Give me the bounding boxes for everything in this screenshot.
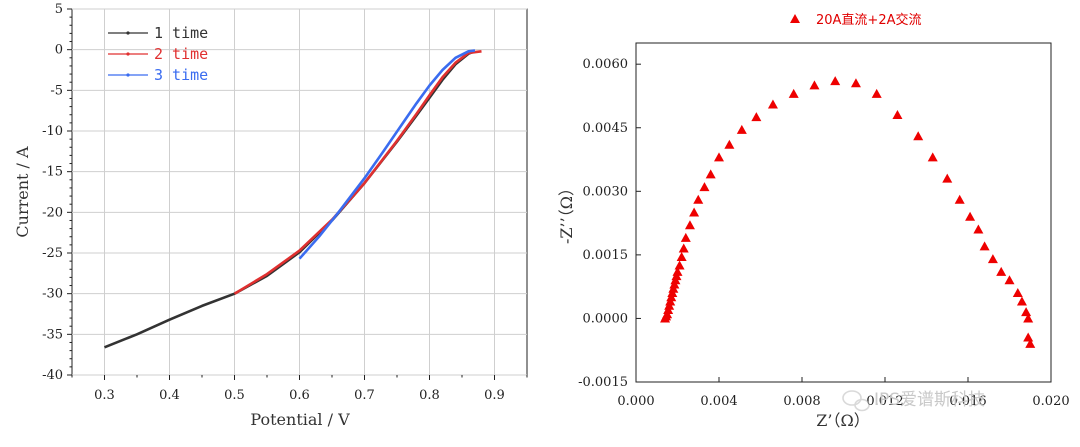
impedance-point xyxy=(736,124,747,134)
right-x-tick-label: 0.000 xyxy=(617,394,654,409)
right-y-tick-label: 0.0030 xyxy=(583,184,629,199)
impedance-point xyxy=(678,243,689,253)
right-y-tick-label: 0.0045 xyxy=(583,121,629,136)
impedance-point xyxy=(973,224,984,234)
left-y-tick-label: -35 xyxy=(42,327,63,342)
impedance-point xyxy=(1023,332,1034,342)
impedance-point xyxy=(705,169,716,179)
impedance-point xyxy=(942,173,953,183)
left-x-tick-label: 0.4 xyxy=(159,388,180,403)
impedance-point xyxy=(850,78,861,88)
left-axes: 0.3 0.4 0.5 0.6 0.7 0.8 0.9 5 0 -5 -10 -15 -20 -25 -30… xyxy=(42,2,528,403)
right-y-tick-label: 0.0000 xyxy=(583,311,629,326)
current-potential-chart: 0.3 0.4 0.5 0.6 0.7 0.8 0.9 5 0 -5 -10 -15 -20 -25 -30… xyxy=(13,2,528,429)
impedance-point xyxy=(871,88,882,98)
impedance-chart: 0.000 0.004 0.008 0.012 0.016 0.020 0.0060 0.00… xyxy=(557,12,1070,430)
left-legend-marker-3 xyxy=(126,73,130,77)
right-y-tick-label: -0.0015 xyxy=(578,375,628,390)
right-x-tick-label: 0.012 xyxy=(866,394,903,409)
left-y-tick-label: -10 xyxy=(42,124,63,139)
impedance-point xyxy=(1025,338,1036,348)
left-y-tick-label: -20 xyxy=(42,205,63,220)
impedance-point xyxy=(693,194,704,204)
impedance-point xyxy=(767,99,778,109)
watermark: IPS爱谱斯科技 xyxy=(842,390,985,412)
left-x-tick-label: 0.3 xyxy=(94,388,115,403)
right-y-axis-label: -Z’’（Ω） xyxy=(557,180,576,244)
impedance-point xyxy=(927,152,938,162)
impedance-point xyxy=(954,194,965,204)
left-x-tick-label: 0.5 xyxy=(224,388,245,403)
impedance-point xyxy=(1012,288,1023,298)
left-x-tick-label: 0.7 xyxy=(354,388,375,403)
impedance-point xyxy=(724,139,735,149)
left-legend: 1 time 2 time 3 time xyxy=(108,24,208,84)
wechat-logo-icon xyxy=(842,390,870,412)
right-y-tick-label: 0.0060 xyxy=(583,57,629,72)
impedance-point xyxy=(689,207,700,217)
left-y-tick-label: 0 xyxy=(55,43,63,58)
left-y-tick-label: -30 xyxy=(42,287,63,302)
left-legend-label-2: 2 time xyxy=(154,45,208,63)
impedance-point xyxy=(676,251,687,261)
left-x-axis-label: Potential / V xyxy=(250,410,350,429)
right-legend-marker xyxy=(790,14,800,23)
impedance-point xyxy=(1023,313,1034,323)
impedance-point xyxy=(699,182,710,192)
left-y-tick-label: -15 xyxy=(42,165,63,180)
right-x-tick-label: 0.020 xyxy=(1032,394,1069,409)
impedance-point xyxy=(1004,275,1015,285)
left-grid xyxy=(72,8,527,376)
left-x-tick-label: 0.8 xyxy=(419,388,440,403)
impedance-point xyxy=(996,266,1007,276)
impedance-point xyxy=(809,80,820,90)
left-series-line-2 xyxy=(233,50,482,295)
right-legend: 20A直流+2A交流 xyxy=(790,12,922,28)
left-legend-label-3: 3 time xyxy=(154,66,208,84)
impedance-point xyxy=(788,88,799,98)
impedance-point xyxy=(913,131,924,141)
right-series xyxy=(660,76,1036,348)
left-y-tick-label: 5 xyxy=(55,2,63,17)
left-series-line-1 xyxy=(104,50,476,349)
impedance-point xyxy=(987,254,998,264)
impedance-point xyxy=(684,220,695,230)
impedance-point xyxy=(714,152,724,162)
left-x-tick-label: 0.9 xyxy=(484,388,505,403)
right-x-tick-label: 0.004 xyxy=(700,394,737,409)
left-y-tick-label: -25 xyxy=(42,246,63,261)
impedance-point xyxy=(1016,296,1027,306)
right-plot-frame xyxy=(635,42,1052,383)
impedance-point xyxy=(1021,307,1032,317)
left-y-tick-label: -5 xyxy=(50,83,63,98)
right-x-axis-label: Z’（Ω） xyxy=(816,411,869,430)
left-legend-marker-2 xyxy=(126,52,130,56)
left-series-line-3 xyxy=(298,49,476,260)
left-y-tick-label: -40 xyxy=(42,368,63,383)
watermark-text: IPS爱谱斯科技 xyxy=(874,390,985,410)
right-legend-label: 20A直流+2A交流 xyxy=(816,12,922,28)
left-x-tick-label: 0.6 xyxy=(289,388,310,403)
left-y-axis-label: Current / A xyxy=(13,146,32,238)
right-axes: 0.000 0.004 0.008 0.012 0.016 0.020 0.0060 0.00… xyxy=(578,57,1070,409)
impedance-point xyxy=(680,232,691,242)
impedance-point xyxy=(751,112,762,122)
left-series xyxy=(104,49,482,349)
impedance-point xyxy=(965,211,976,221)
impedance-point xyxy=(674,260,685,270)
impedance-point xyxy=(830,76,841,86)
impedance-point xyxy=(672,266,683,276)
left-legend-marker-1 xyxy=(126,31,130,35)
left-legend-label-1: 1 time xyxy=(154,24,208,42)
right-x-tick-label: 0.016 xyxy=(949,394,986,409)
impedance-point xyxy=(892,110,903,120)
impedance-point xyxy=(979,241,990,251)
right-y-tick-label: 0.0015 xyxy=(583,248,629,263)
right-x-tick-label: 0.008 xyxy=(783,394,820,409)
